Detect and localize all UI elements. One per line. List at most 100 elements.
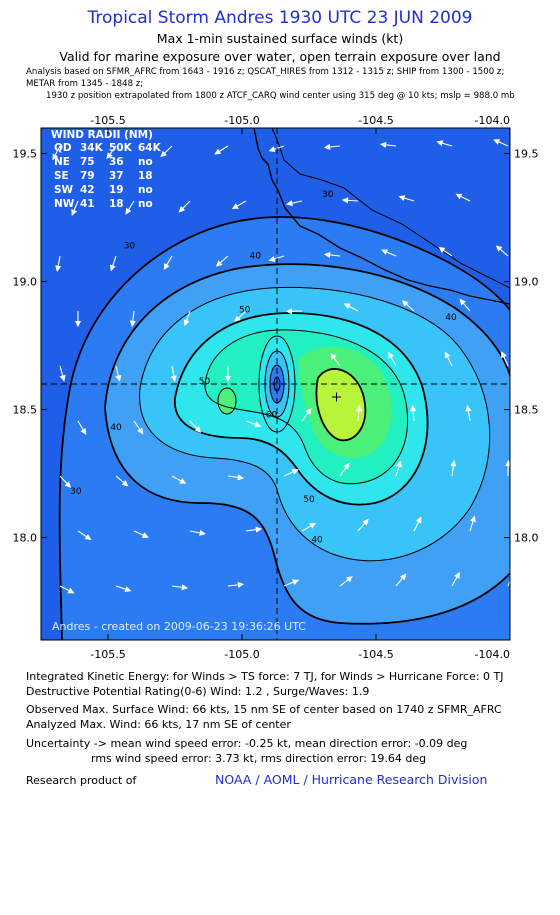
wind-radii-cell: 41	[80, 198, 95, 210]
wind-arrow-head	[181, 584, 189, 591]
max-wind-marker	[332, 392, 341, 402]
wind-arrow-head	[67, 587, 75, 594]
analysis-sources-line: METAR from 1345 - 1848 z;	[26, 79, 144, 89]
wind-radii-table: WIND RADII (NM) QD 34K 50K 64K NE 75 36 no S…	[51, 129, 162, 210]
contour-line-west-core	[217, 387, 237, 415]
uncertainty-mean-text: Uncertainty -> mean wind speed error: -0…	[26, 737, 468, 750]
wind-arrow-head	[355, 404, 362, 412]
x-tick-label: -105.0	[224, 648, 259, 661]
contour-label: 50	[239, 305, 251, 315]
wind-radii-cell: 79	[80, 170, 95, 182]
wind-arrow-head	[160, 150, 167, 158]
x-tick-label: -104.5	[358, 648, 393, 661]
contour-label: 40	[110, 423, 122, 433]
wind-arrow-head	[179, 478, 187, 484]
wind-arrow-head	[237, 581, 245, 588]
wind-arrow-shaft	[517, 299, 526, 311]
org-link[interactable]: NOAA / AOML / Hurricane Research Divisio…	[215, 772, 488, 787]
contour-label: 40	[311, 536, 323, 546]
analysis-sources-line: Analysis based on SFMR_AFRC from 1643 - …	[26, 67, 505, 77]
wind-arrow-head	[199, 529, 206, 536]
wind-arrow-head	[106, 152, 113, 160]
contour-labels: 30 30 30 40 40 40 40 50 50 50 60	[70, 190, 457, 546]
wind-arrow-head	[52, 153, 59, 161]
observed-max-text: Observed Max. Surface Wind: 66 kts, 15 n…	[26, 703, 502, 716]
contour-line-40	[104, 263, 510, 625]
wind-radii-cell: no	[138, 156, 153, 168]
wind-arrow-head	[163, 263, 170, 271]
wind-arrow-head	[398, 195, 406, 202]
wind-arrow-head	[292, 579, 300, 586]
wind-arrow-head	[64, 481, 72, 488]
wind-arrow-head	[80, 428, 87, 436]
wind-arrow-head	[465, 404, 472, 412]
wind-arrow-head	[343, 462, 350, 470]
wind-arrow-head	[59, 374, 66, 382]
wind-radii-cell: no	[138, 184, 153, 196]
analyzed-max-text: Analyzed Max. Wind: 66 kts, 17 nm SE of …	[26, 718, 291, 731]
wind-arrow-head	[170, 375, 177, 383]
wind-band-60	[316, 368, 366, 441]
wind-radii-cell: 19	[109, 184, 124, 196]
x-tick-label: -105.5	[90, 114, 125, 127]
wind-arrow-head	[379, 141, 387, 148]
wind-radii-cell: SW	[54, 184, 74, 196]
wind-arrow-head	[362, 518, 369, 526]
wind-arrow-shaft	[514, 193, 526, 201]
wind-arrow-head	[343, 303, 351, 310]
wind-arrow-head	[84, 533, 92, 540]
x-tick-label: -105.5	[90, 648, 125, 661]
wind-radii-cell: 36	[109, 156, 124, 168]
contour-label: 40	[250, 252, 262, 262]
wind-arrow-head	[444, 351, 451, 359]
y-tick-label: 19.5	[514, 148, 539, 161]
y-tick-label: 18.5	[13, 404, 38, 417]
wind-arrow-head	[255, 526, 263, 533]
contour-label: 40	[445, 313, 457, 323]
contour-line-30	[58, 216, 510, 640]
wind-arrow-head	[455, 193, 463, 200]
wind-arrow-head	[231, 203, 239, 210]
contour-line-50	[174, 312, 429, 506]
wind-arrow-head	[396, 460, 402, 468]
page-title: Tropical Storm Andres 1930 UTC 23 JUN 20…	[87, 8, 473, 28]
wind-arrow-shaft	[526, 516, 529, 531]
wind-arrow-head	[501, 351, 507, 359]
wind-arrow-head	[459, 298, 466, 306]
plot-frame	[40, 127, 511, 641]
research-label: Research product of	[26, 774, 137, 787]
wind-arrow-head	[125, 207, 132, 215]
wind-radii-cell: NE	[54, 156, 70, 168]
wind-arrow-head	[178, 205, 186, 213]
wind-arrow-head	[215, 260, 223, 267]
contour-label: 50	[199, 377, 211, 387]
wind-arrow-head	[341, 197, 349, 204]
x-tick-label: -104.0	[475, 648, 510, 661]
wind-arrow-head	[214, 148, 222, 155]
wind-arrow-head	[401, 300, 409, 307]
wind-arrow-head	[124, 586, 132, 593]
contour-line-60	[315, 368, 367, 442]
wind-radii-cell: SE	[54, 170, 69, 182]
position-note: 1930 z position extrapolated from 1800 z…	[46, 91, 515, 101]
wind-vectors	[52, 139, 529, 594]
wind-arrow-head	[410, 404, 417, 412]
wind-arrow-head	[183, 319, 190, 327]
axis-tick-labels: -105.5 -105.5 -105.0 -105.0 -104.5 -104.5 -104…	[13, 114, 539, 661]
wind-arrow-head	[470, 515, 476, 523]
wind-arrow-head	[517, 299, 521, 304]
wind-radii-header: 50K	[109, 142, 133, 154]
uncertainty-rms-text: rms wind speed error: 3.73 kt, rms direc…	[91, 752, 427, 765]
contour-label: 30	[322, 190, 334, 200]
x-tick-label: -105.0	[224, 114, 259, 127]
wind-arrow-head	[71, 209, 78, 217]
wind-arrow-head	[454, 571, 460, 579]
y-tick-label: 19.5	[13, 148, 38, 161]
contour-label: 30	[70, 487, 82, 497]
wind-radii-cell: 18	[138, 170, 153, 182]
wind-arrow-head	[55, 265, 62, 272]
y-tick-label: 18.0	[514, 532, 539, 545]
wind-arrow-head	[436, 140, 444, 147]
y-tick-label: 18.5	[514, 404, 539, 417]
wind-arrow-head	[450, 459, 457, 467]
